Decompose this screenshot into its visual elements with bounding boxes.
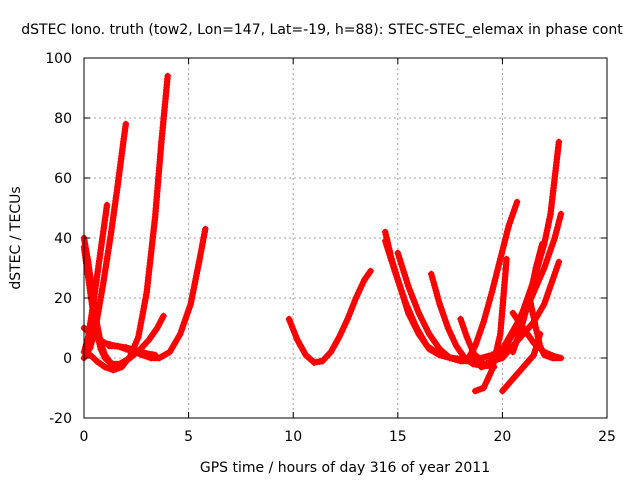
x-tick-label: 25: [598, 429, 616, 445]
data-point: [122, 120, 130, 128]
data-point: [538, 240, 546, 248]
x-tick-label: 0: [80, 429, 89, 445]
data-point: [557, 210, 565, 218]
x-tick-label: 10: [284, 429, 302, 445]
data-marks: [80, 72, 565, 395]
chart-title: dSTEC Iono. truth (tow2, Lon=147, Lat=-1…: [21, 22, 623, 38]
data-point: [555, 258, 563, 266]
grid: [84, 58, 607, 418]
y-tick-label: 40: [54, 231, 72, 247]
y-tick-label: -20: [49, 411, 72, 427]
series-8: [285, 267, 374, 366]
series-21: [509, 240, 546, 356]
x-tick-label: 20: [493, 429, 511, 445]
series-7: [105, 225, 209, 362]
y-axis-label: dSTEC / TECUs: [8, 186, 24, 289]
data-point: [555, 354, 563, 362]
data-point: [367, 267, 374, 275]
x-axis-label: GPS time / hours of day 316 of year 2011: [200, 460, 490, 476]
series-20: [526, 294, 563, 362]
y-tick-label: 80: [54, 111, 72, 127]
data-point: [555, 138, 563, 146]
x-tick-label: 5: [184, 429, 193, 445]
series-15: [472, 255, 510, 395]
data-point: [513, 198, 521, 206]
y-tick-label: 20: [54, 291, 72, 307]
series-11: [394, 249, 502, 365]
series-14: [463, 198, 521, 365]
data-point: [503, 255, 510, 263]
data-point: [202, 225, 209, 233]
series-6: [87, 72, 171, 374]
data-point: [103, 201, 111, 209]
data-point: [164, 72, 171, 80]
axis-ticks: 0 5 10 15 20 25 -20 0 20 40 60 80 100: [45, 51, 616, 445]
y-tick-label: 0: [63, 351, 72, 367]
y-tick-label: 100: [45, 51, 72, 67]
y-tick-label: 60: [54, 171, 72, 187]
data-point: [160, 312, 167, 320]
x-tick-label: 15: [389, 429, 407, 445]
